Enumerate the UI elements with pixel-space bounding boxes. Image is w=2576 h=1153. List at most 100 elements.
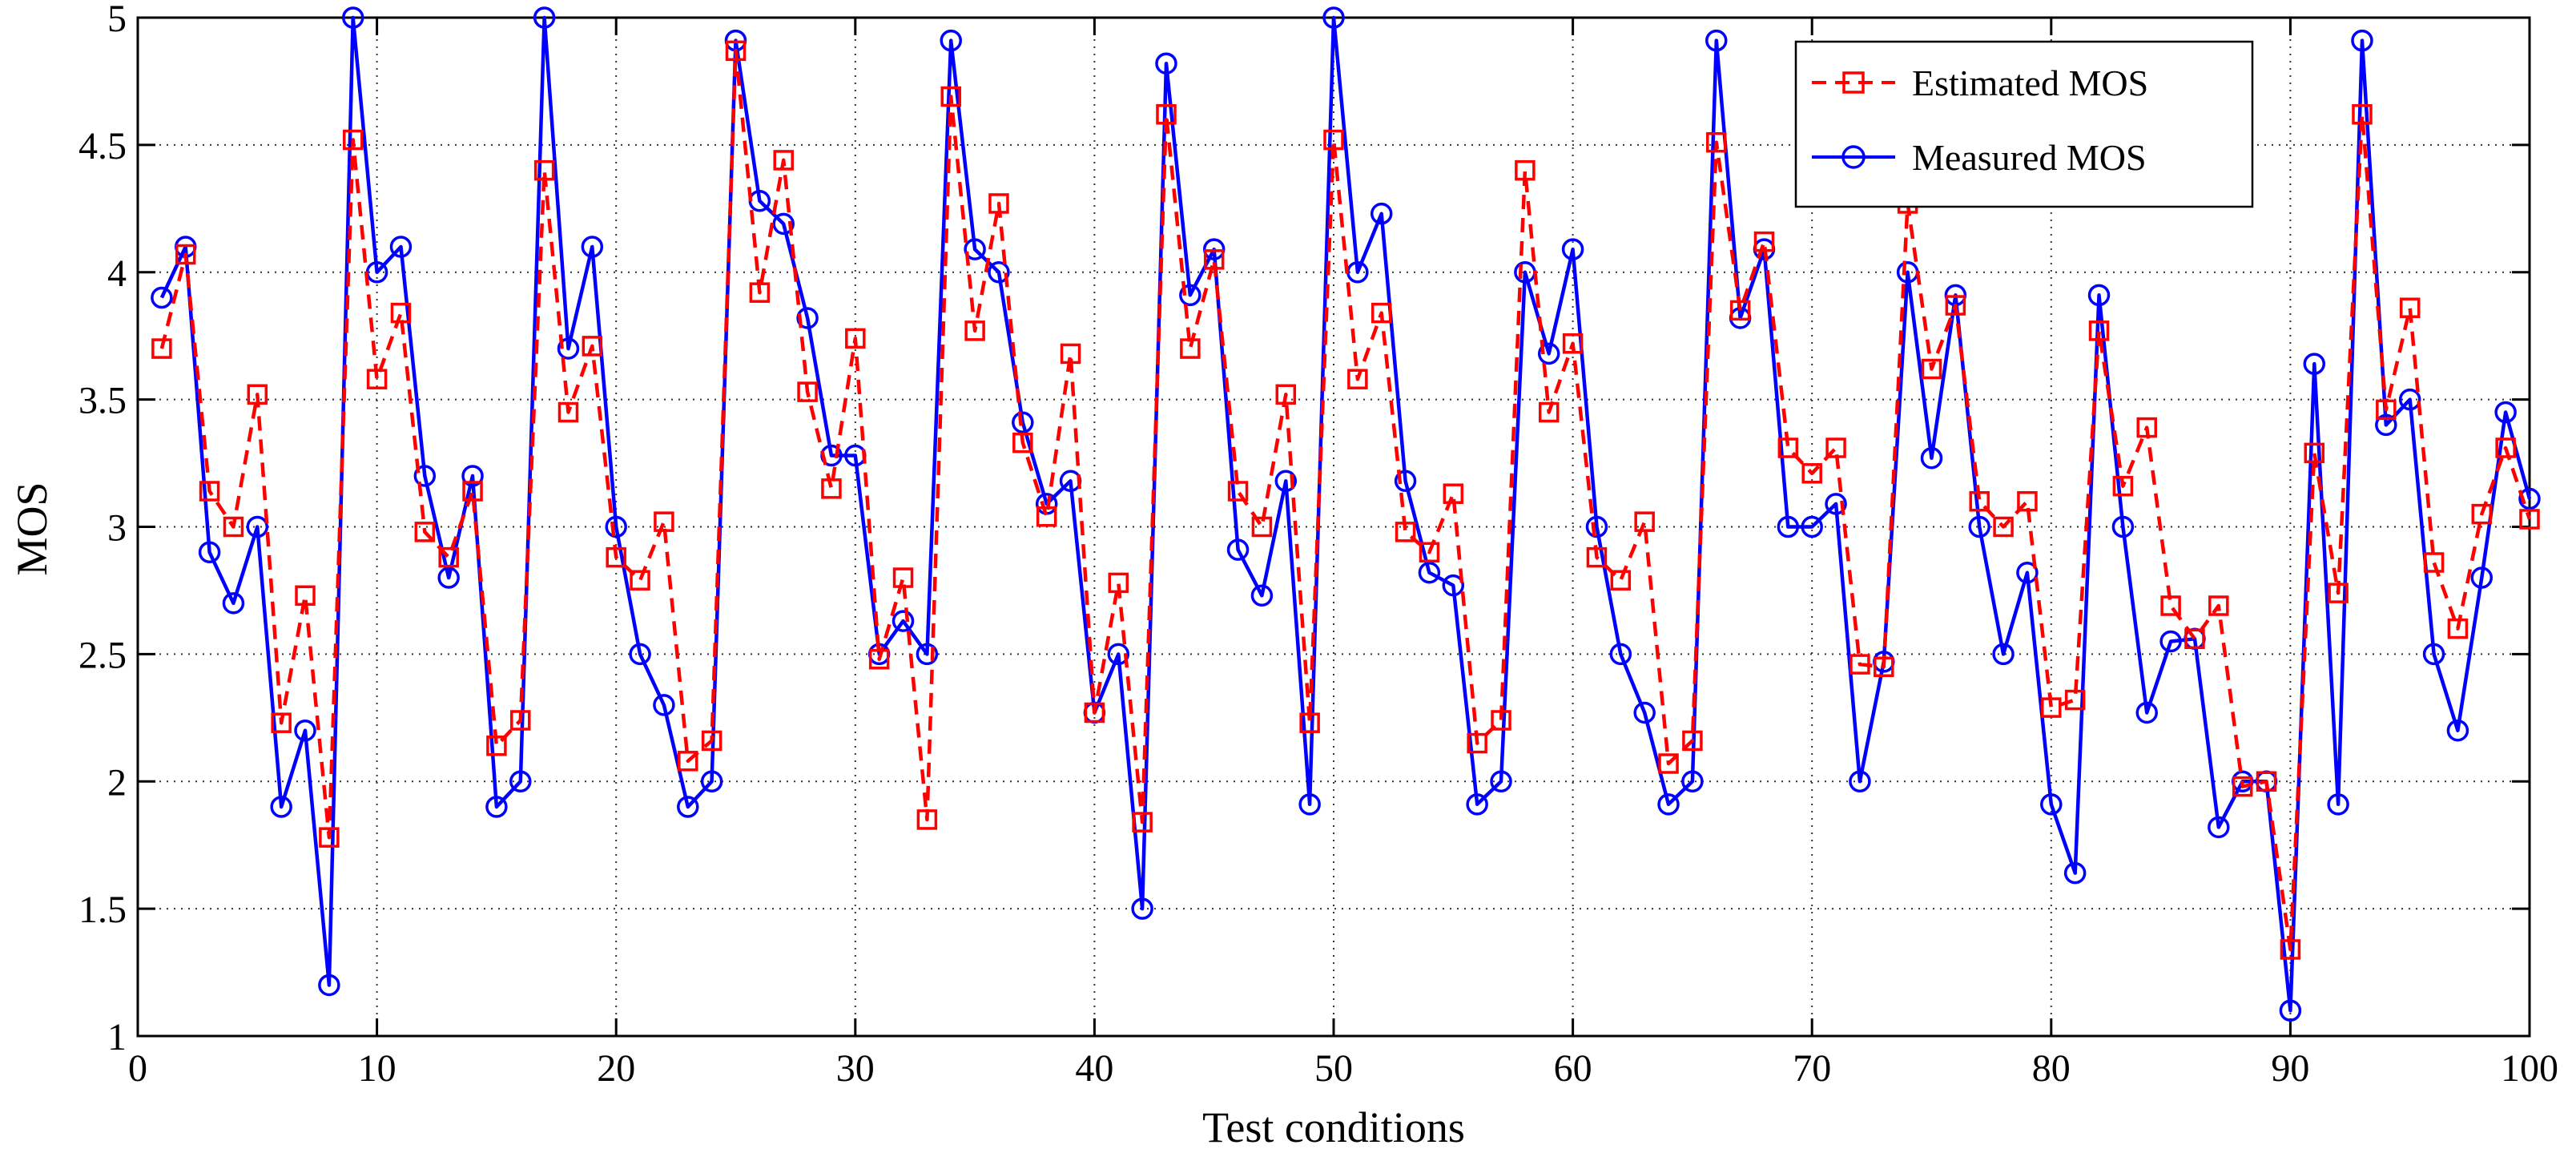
estimated-mos-point: [2304, 442, 2325, 464]
y-tick-label: 2: [107, 761, 127, 804]
measured-mos-point: [1490, 770, 1512, 792]
y-tick-label: 3: [107, 507, 127, 550]
estimated-mos-point: [725, 40, 747, 62]
measured-mos-point: [1012, 411, 1034, 433]
x-tick-label: 10: [358, 1047, 396, 1090]
estimated-mos-point: [1132, 812, 1153, 832]
estimated-mos-point: [366, 369, 388, 389]
measured-mos-point: [1681, 770, 1704, 792]
measured-mos-point: [2159, 630, 2182, 653]
y-tick-label: 1: [107, 1016, 127, 1058]
measured-mos-point: [509, 770, 532, 792]
estimated-mos-point: [1395, 522, 1416, 542]
estimated-mos-point: [1515, 159, 1536, 181]
series-layer: [151, 6, 2541, 1022]
axis-ticks: 0 10 20 30 40 50 60 70 80 90 100 1 1.5 2 2.5 3 3.5 4 4.5 5: [78, 0, 2558, 1090]
estimated-mos-point: [2208, 595, 2229, 616]
measured-mos-point: [413, 465, 437, 487]
estimated-mos-point: [342, 129, 364, 151]
estimated-mos-point: [940, 86, 961, 107]
estimated-mos-point: [892, 567, 914, 588]
measured-mos-point: [270, 796, 292, 818]
measured-mos-point: [1585, 515, 1608, 538]
measured-mos-point: [1537, 342, 1560, 365]
estimated-mos-point: [557, 401, 579, 423]
estimated-mos-point: [1610, 570, 1632, 591]
estimated-mos-point: [1419, 542, 1440, 563]
estimated-mos-point: [1251, 516, 1273, 538]
estimated-mos-line: [159, 49, 2532, 952]
estimated-mos-point: [1443, 483, 1464, 504]
x-axis-label: Test conditions: [1202, 1103, 1465, 1149]
estimated-mos-point: [1036, 506, 1057, 527]
estimated-mos-point: [2423, 552, 2445, 573]
estimated-mos-point: [271, 712, 292, 733]
estimated-mos-point: [1586, 546, 1608, 568]
measured-mos-point: [1226, 538, 1250, 561]
estimated-mos-point: [606, 546, 626, 568]
estimated-mos-point: [964, 321, 985, 341]
measured-mos-point: [1107, 643, 1130, 666]
estimated-mos-point: [1371, 302, 1392, 324]
estimated-mos-point: [1825, 437, 1846, 458]
measured-mos-point: [1418, 561, 1441, 584]
measured-mos-point: [1322, 6, 1345, 29]
measured-mos-point: [294, 719, 316, 742]
measured-mos-point: [700, 770, 723, 792]
measured-mos-point: [581, 236, 604, 258]
estimated-mos-point: [319, 827, 340, 848]
measured-mos-point: [2063, 861, 2087, 885]
measured-mos-point: [2398, 388, 2421, 411]
x-tick-label: 40: [1075, 1047, 1113, 1090]
x-tick-label: 70: [1793, 1047, 1831, 1090]
estimated-mos-point: [486, 736, 507, 756]
legend-entry-measured: Measured MOS: [1812, 137, 2147, 178]
estimated-mos-point: [2399, 297, 2421, 318]
measured-mos-point: [461, 465, 484, 487]
estimated-mos-point: [1467, 732, 1487, 754]
x-tick-label: 100: [2501, 1047, 2558, 1090]
y-axis-label: MOS: [8, 482, 56, 575]
estimated-mos-point: [2495, 437, 2516, 458]
measured-mos-point: [1250, 584, 1274, 607]
estimated-mos-point: [1682, 730, 1703, 752]
estimated-mos-point: [1180, 338, 1201, 359]
estimated-mos-point: [2519, 509, 2540, 530]
estimated-mos-point: [868, 648, 890, 670]
y-tick-label: 4.5: [78, 125, 127, 167]
estimated-mos-point: [1634, 511, 1655, 532]
x-tick-label: 90: [2271, 1047, 2309, 1090]
measured-mos-point: [677, 796, 699, 818]
measured-mos-point: [151, 286, 173, 309]
measured-mos-point: [2111, 515, 2135, 538]
estimated-mos-point: [199, 481, 220, 502]
estimated-mos-point: [1084, 702, 1105, 724]
estimated-mos-point: [1108, 572, 1129, 594]
estimated-mos-point: [175, 244, 196, 265]
estimated-mos-point: [1562, 333, 1584, 354]
measured-mos-point: [1131, 897, 1153, 920]
estimated-mos-point: [773, 150, 794, 171]
measured-mos-point: [1801, 515, 1823, 538]
measured-mos-point: [1777, 515, 1800, 538]
measured-mos-line: [159, 15, 2532, 1013]
estimated-mos-point: [1801, 463, 1822, 484]
estimated-mos-point: [510, 710, 531, 731]
estimated-mos-point: [1921, 358, 1942, 380]
legend-estimated-label: Estimated MOS: [1912, 62, 2148, 103]
estimated-mos-point: [1491, 710, 1511, 731]
measured-mos-point: [389, 236, 413, 258]
estimated-mos-point: [2088, 321, 2110, 341]
estimated-mos-point: [1969, 490, 1990, 512]
measured-mos-point: [772, 212, 795, 236]
measured-mos-point: [1968, 515, 1990, 538]
measured-mos-point: [437, 566, 460, 589]
estimated-mos-point: [2232, 776, 2253, 797]
measured-mos-point: [2470, 566, 2493, 589]
measured-mos-point: [2303, 353, 2326, 375]
measured-mos-point: [1609, 643, 1632, 666]
measured-mos-point: [1394, 470, 1417, 493]
measured-mos-point: [485, 796, 508, 818]
measured-mos-point: [1155, 52, 1177, 75]
